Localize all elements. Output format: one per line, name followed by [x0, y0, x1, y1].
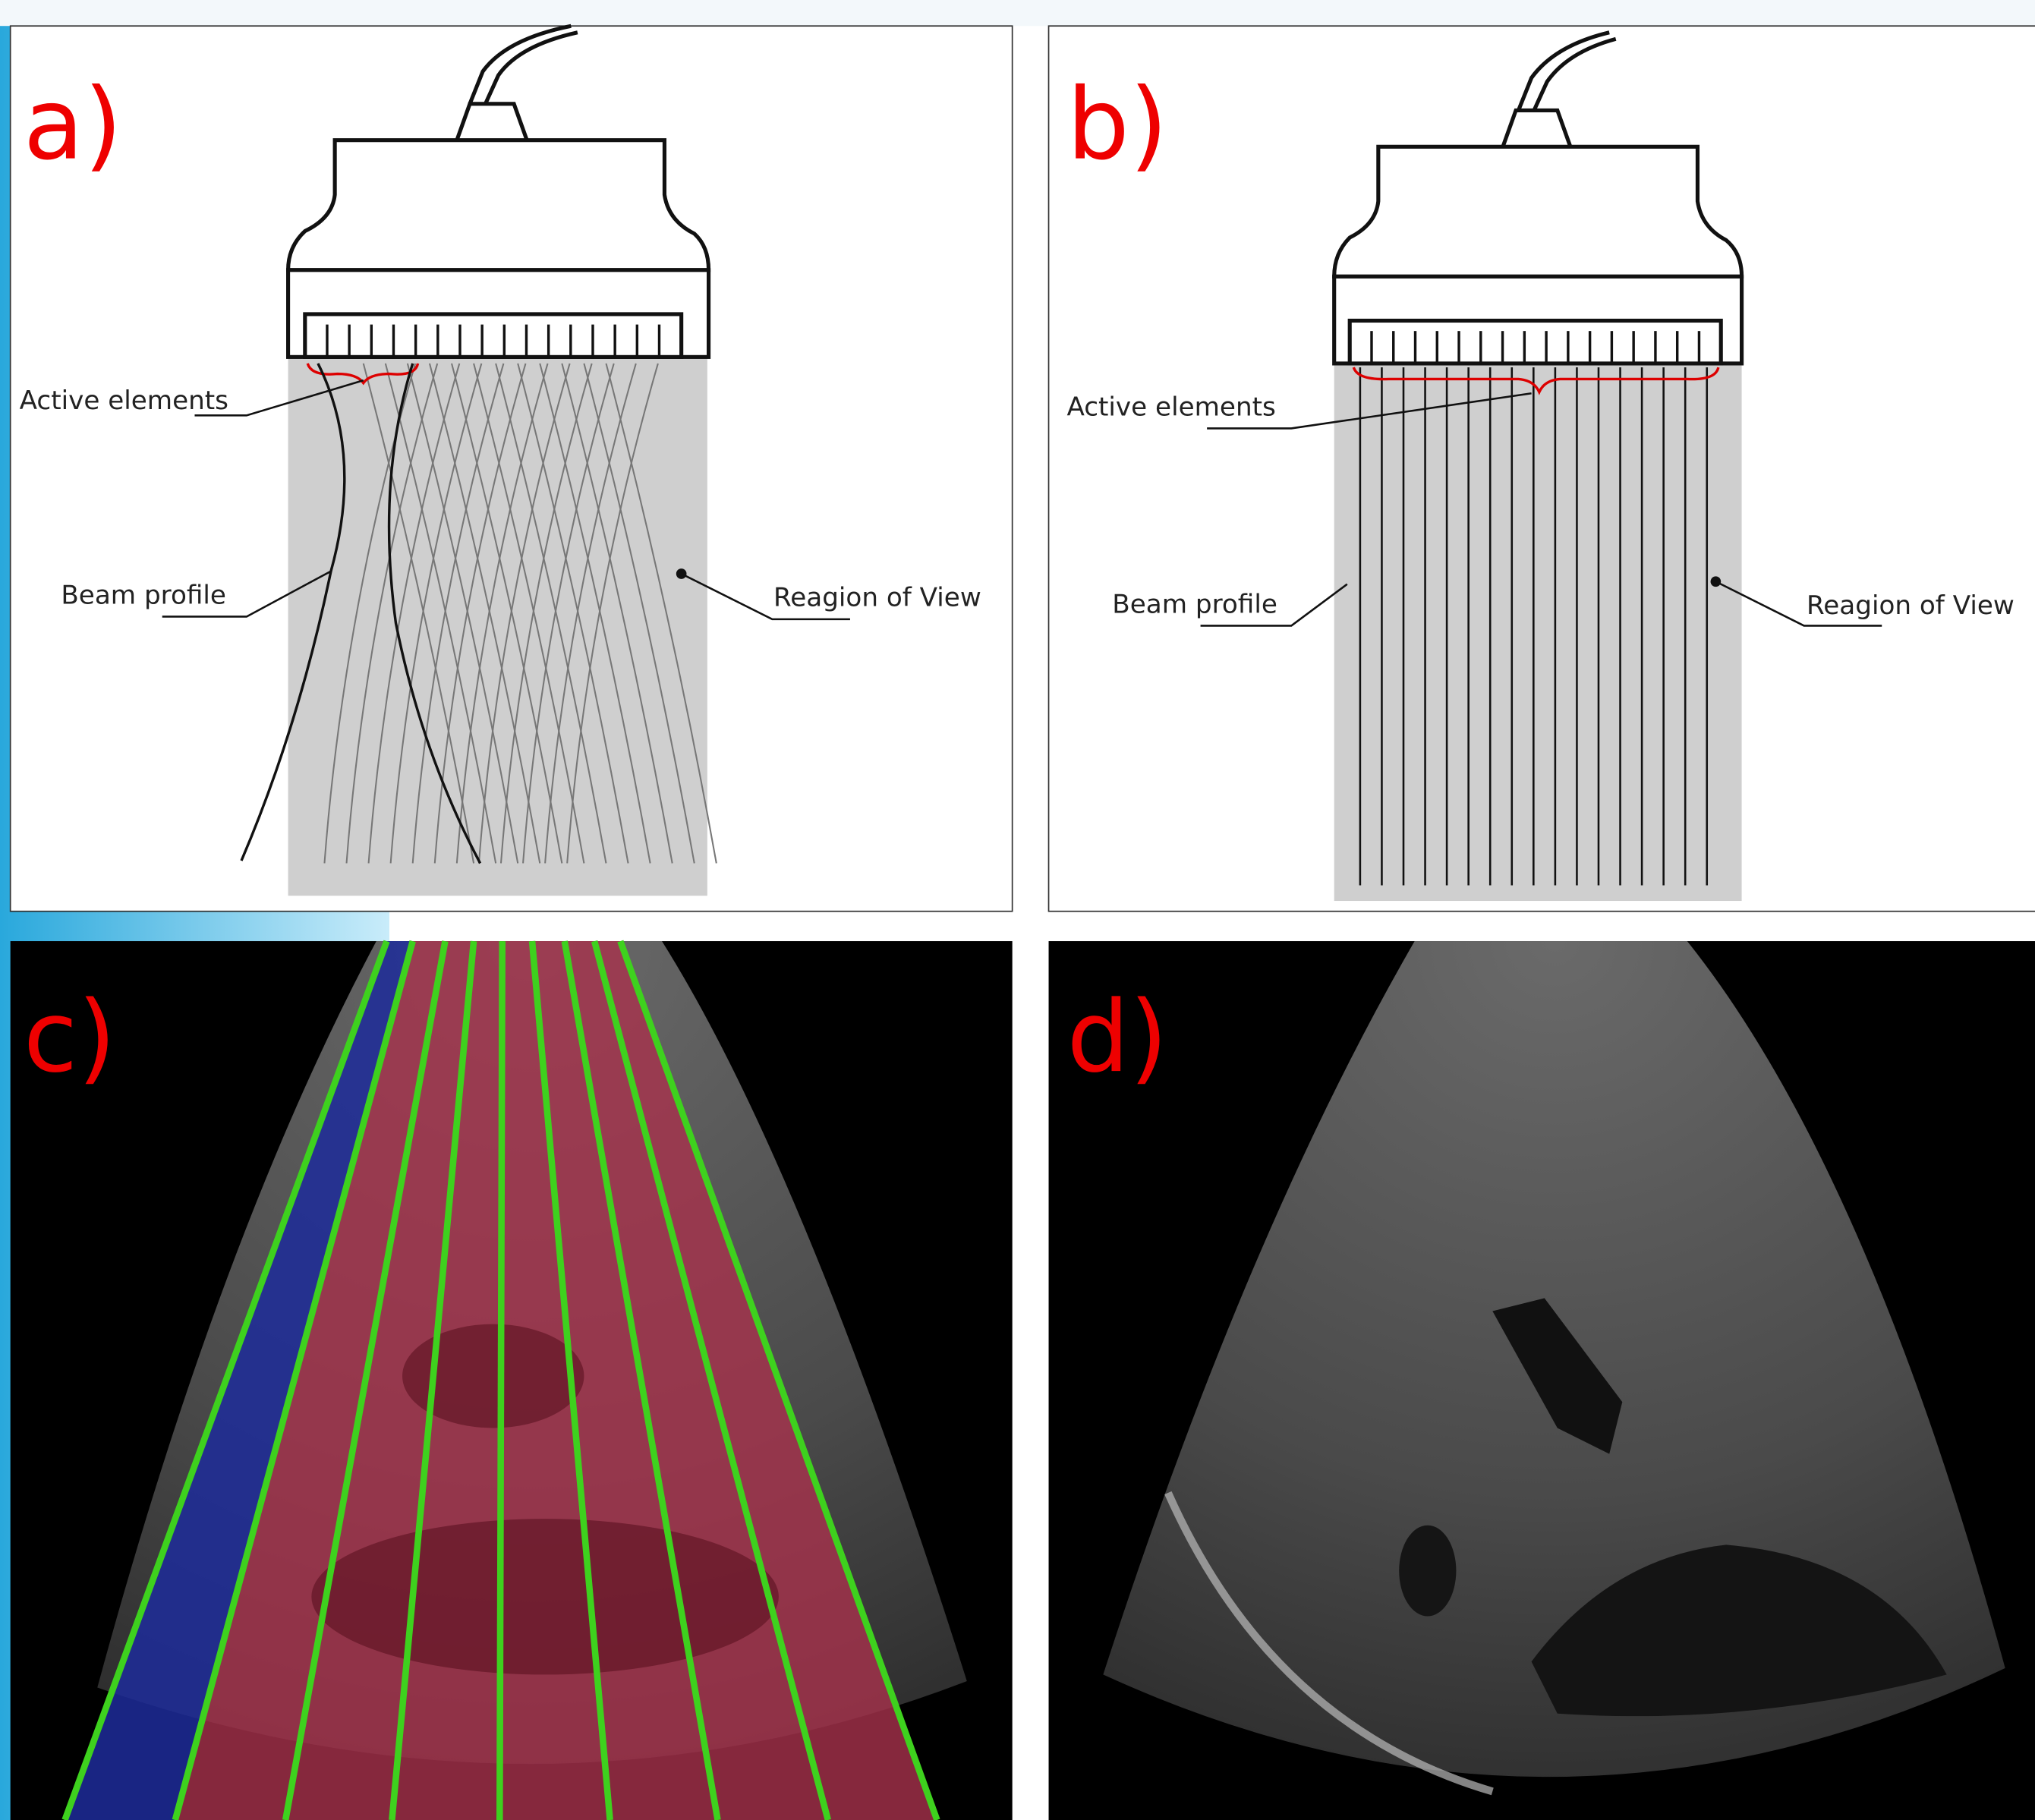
panel-label: b): [1066, 67, 1167, 182]
element-array: [305, 314, 682, 357]
callout: Reagion of View: [773, 583, 981, 613]
strain-relief: [457, 104, 527, 140]
figure: a) Active elements Beam profile Reagion …: [0, 0, 2035, 1820]
structure: [311, 1519, 779, 1674]
element-array: [1350, 320, 1721, 363]
panel-label: c): [24, 979, 116, 1094]
probe-head: [288, 140, 709, 270]
panel-b: b) Active elements Beam profile Reagion …: [1049, 26, 2035, 912]
background-top: [0, 0, 2035, 26]
callout: Reagion of View: [1807, 590, 2015, 621]
panel-a: a) Active elements Beam profile Reagion …: [11, 26, 1013, 912]
panel-d: d): [1049, 941, 2035, 1820]
probe-head: [1334, 146, 1742, 276]
callout: Active elements: [1066, 392, 1275, 422]
region-of-view: [1334, 364, 1742, 901]
marker: [1711, 576, 1722, 587]
marker: [676, 568, 687, 579]
callout: Beam profile: [61, 580, 226, 610]
callout: Active elements: [20, 386, 228, 416]
strain-relief: [1503, 110, 1570, 146]
vessel: [1399, 1526, 1456, 1617]
panel-c: c): [11, 941, 1013, 1820]
callout: Beam profile: [1112, 589, 1277, 619]
panel-label: a): [24, 67, 122, 182]
panel-label: d): [1066, 979, 1167, 1094]
page: a) Active elements Beam profile Reagion …: [0, 0, 2035, 1820]
scan-line: [499, 941, 502, 1820]
